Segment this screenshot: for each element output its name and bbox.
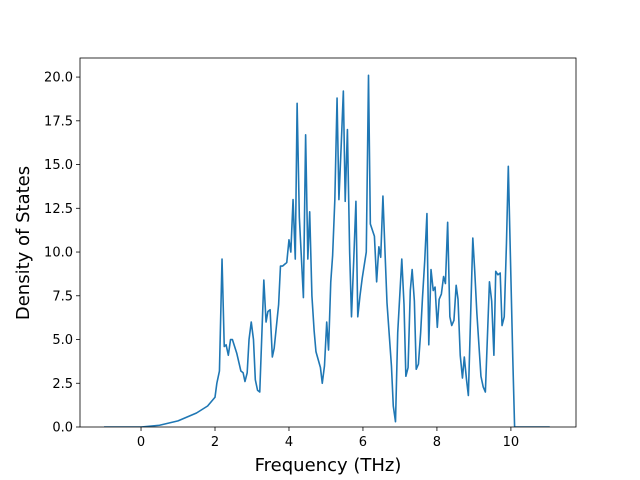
y-axis-label: Density of States — [13, 166, 34, 320]
line-series — [104, 74, 550, 427]
x-tick-label: 8 — [433, 435, 441, 450]
y-tick-label: 2.5 — [52, 377, 73, 392]
x-axis-label: Frequency (THz) — [255, 455, 402, 476]
x-tick-label: 2 — [211, 435, 219, 450]
plot-frame — [79, 57, 577, 428]
y-tick-label: 0.0 — [52, 421, 73, 436]
y-tick-label: 7.5 — [52, 289, 73, 304]
y-tick-label: 20.0 — [44, 71, 73, 86]
x-tick-label: 4 — [285, 435, 293, 450]
y-tick-label: 12.5 — [44, 202, 73, 217]
x-tick-label: 0 — [137, 435, 145, 450]
y-tick-label: 17.5 — [44, 114, 73, 129]
x-tick-label: 10 — [503, 435, 520, 450]
y-tick-label: 5.0 — [52, 333, 73, 348]
y-tick-label: 15.0 — [44, 158, 73, 173]
y-tick-label: 10.0 — [44, 246, 73, 261]
x-tick-label: 6 — [359, 435, 367, 450]
